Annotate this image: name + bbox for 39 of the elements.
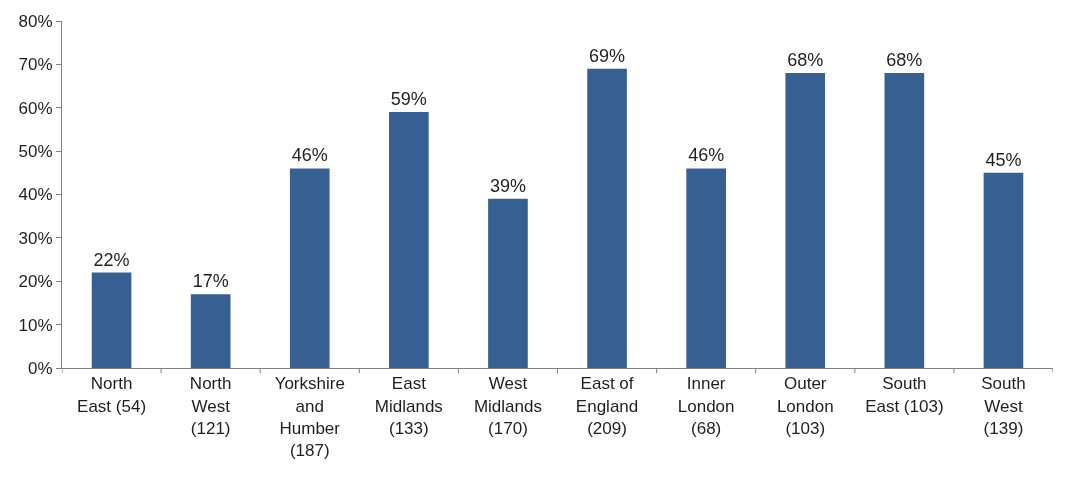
x-tick-label: South West (139) xyxy=(981,374,1026,438)
bar xyxy=(884,73,925,368)
y-tick-label: 70% xyxy=(18,55,53,75)
data-label: 22% xyxy=(93,249,130,270)
data-label: 69% xyxy=(589,45,626,66)
data-label: 68% xyxy=(787,50,824,71)
bar xyxy=(983,172,1024,368)
x-tick-label: Inner London (68) xyxy=(677,374,735,438)
y-tick-label: 20% xyxy=(18,272,53,292)
bar xyxy=(389,112,429,368)
data-label: 17% xyxy=(192,271,229,292)
data-label: 59% xyxy=(390,89,427,110)
x-tick-label: Yorkshire and Humber (187) xyxy=(274,374,345,460)
x-tick-label: North West (121) xyxy=(189,374,232,438)
data-label: 46% xyxy=(688,145,725,166)
data-label: 46% xyxy=(291,145,328,166)
x-tick-label: South East (103) xyxy=(865,374,944,416)
y-tick-label: 0% xyxy=(28,358,53,378)
bar xyxy=(289,168,330,368)
x-tick-label: North East (54) xyxy=(77,374,147,416)
x-tick-label: East of England (209) xyxy=(575,374,639,438)
bar xyxy=(686,168,726,368)
data-label: 68% xyxy=(886,50,923,71)
x-tick-label: Outer London (103) xyxy=(776,374,834,438)
y-tick-label: 50% xyxy=(18,142,53,162)
data-label: 39% xyxy=(489,175,526,196)
bar xyxy=(587,68,627,368)
bar xyxy=(785,73,826,368)
data-label: 45% xyxy=(985,149,1022,170)
y-tick-label: 10% xyxy=(18,315,53,335)
bar xyxy=(488,198,528,368)
y-tick-label: 40% xyxy=(18,185,53,205)
x-tick-label: West Midlands (170) xyxy=(473,374,542,438)
bar xyxy=(91,272,132,368)
y-tick-label: 30% xyxy=(18,228,53,248)
y-tick-label: 60% xyxy=(18,98,53,118)
y-tick-label: 80% xyxy=(18,11,53,31)
x-tick-label: East Midlands (133) xyxy=(374,374,443,438)
bar xyxy=(190,294,231,368)
